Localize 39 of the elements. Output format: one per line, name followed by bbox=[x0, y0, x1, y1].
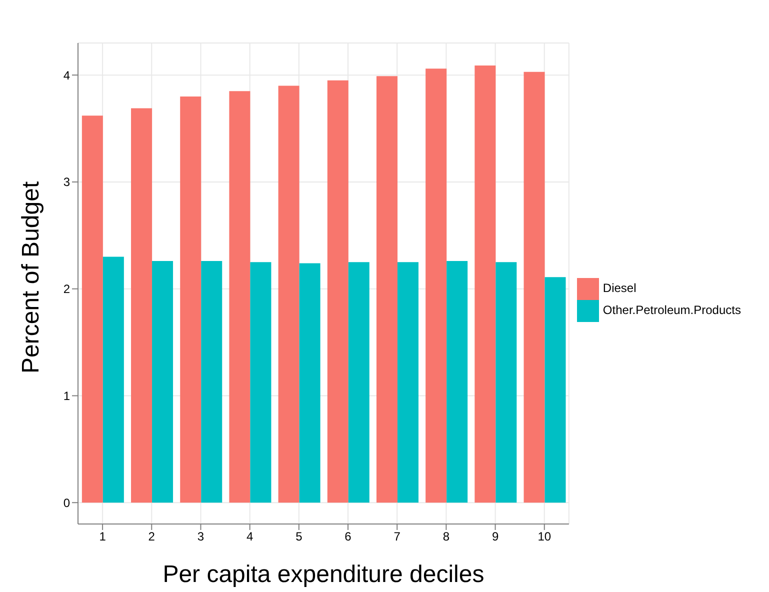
x-tick-label: 3 bbox=[197, 530, 204, 544]
bar bbox=[131, 108, 152, 503]
y-tick-label: 4 bbox=[63, 68, 70, 82]
bar bbox=[376, 76, 398, 503]
x-tick-label: 10 bbox=[538, 530, 552, 544]
bar bbox=[327, 80, 348, 503]
y-tick-label: 0 bbox=[63, 496, 70, 510]
bar bbox=[496, 262, 517, 503]
x-tick-label: 5 bbox=[296, 530, 303, 544]
y-axis-title: Percent of Budget bbox=[18, 181, 45, 374]
x-tick-label: 1 bbox=[99, 530, 106, 544]
x-tick-label: 2 bbox=[148, 530, 156, 544]
bar bbox=[152, 261, 174, 503]
bar bbox=[299, 263, 320, 503]
bar bbox=[180, 96, 202, 503]
bar bbox=[250, 262, 272, 503]
x-tick-label: 8 bbox=[442, 530, 450, 544]
bar bbox=[348, 262, 370, 503]
bar bbox=[278, 86, 300, 503]
y-tick-label: 3 bbox=[63, 175, 70, 190]
bar bbox=[397, 262, 418, 503]
legend-label: Diesel bbox=[602, 281, 636, 296]
bar bbox=[474, 65, 496, 503]
bar bbox=[524, 72, 545, 503]
x-tick-label: 6 bbox=[344, 530, 352, 544]
y-tick-label: 2 bbox=[63, 282, 70, 296]
bar bbox=[229, 91, 250, 503]
bar bbox=[201, 261, 222, 503]
y-tick-label: 1 bbox=[63, 388, 70, 403]
bar bbox=[426, 68, 447, 503]
x-axis-title: Per capita expenditure deciles bbox=[162, 561, 484, 588]
bar bbox=[544, 277, 566, 503]
bar bbox=[446, 261, 468, 503]
x-tick-label: 7 bbox=[394, 530, 401, 544]
bar bbox=[82, 116, 103, 503]
legend-label: Other.Petroleum.Products bbox=[602, 303, 741, 318]
x-tick-label: 9 bbox=[492, 530, 499, 544]
bar bbox=[102, 256, 124, 503]
x-tick-label: 4 bbox=[246, 530, 254, 544]
